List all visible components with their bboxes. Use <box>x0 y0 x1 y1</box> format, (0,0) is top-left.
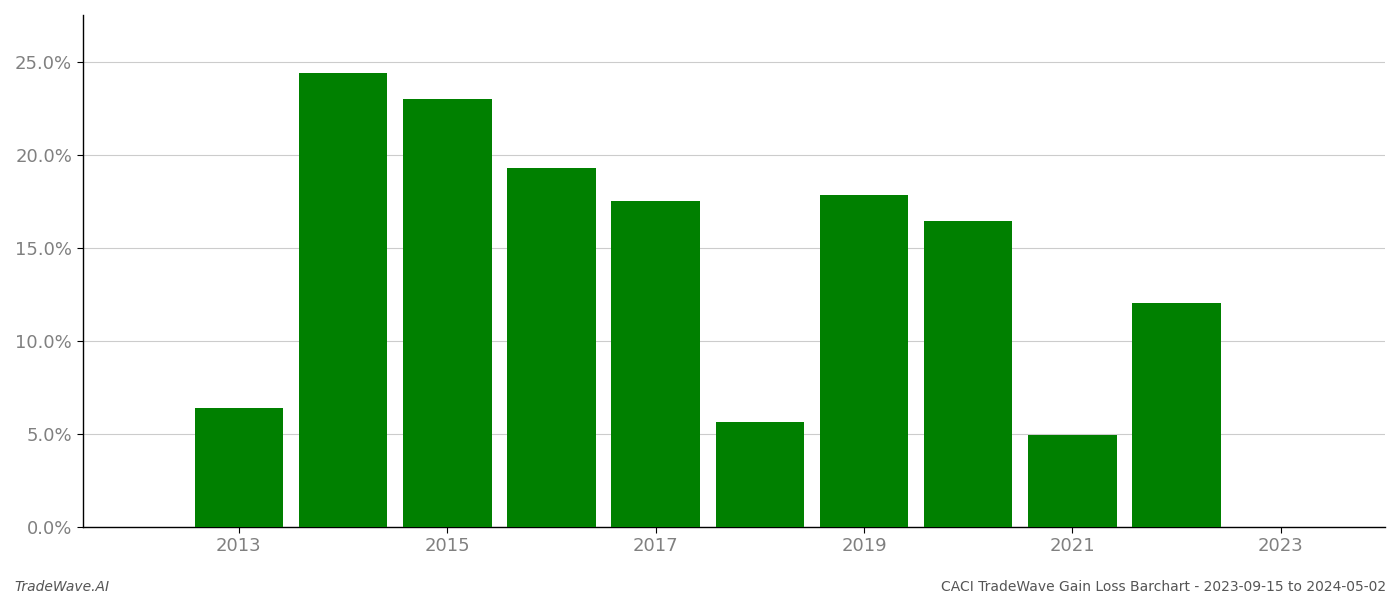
Bar <box>403 99 491 527</box>
Text: TradeWave.AI: TradeWave.AI <box>14 580 109 594</box>
Bar <box>507 167 596 527</box>
Bar <box>1028 436 1117 527</box>
Bar <box>924 221 1012 527</box>
Bar <box>298 73 388 527</box>
Bar <box>715 422 804 527</box>
Bar <box>195 407 283 527</box>
Bar <box>820 196 909 527</box>
Bar <box>1133 304 1221 527</box>
Text: CACI TradeWave Gain Loss Barchart - 2023-09-15 to 2024-05-02: CACI TradeWave Gain Loss Barchart - 2023… <box>941 580 1386 594</box>
Bar <box>612 201 700 527</box>
